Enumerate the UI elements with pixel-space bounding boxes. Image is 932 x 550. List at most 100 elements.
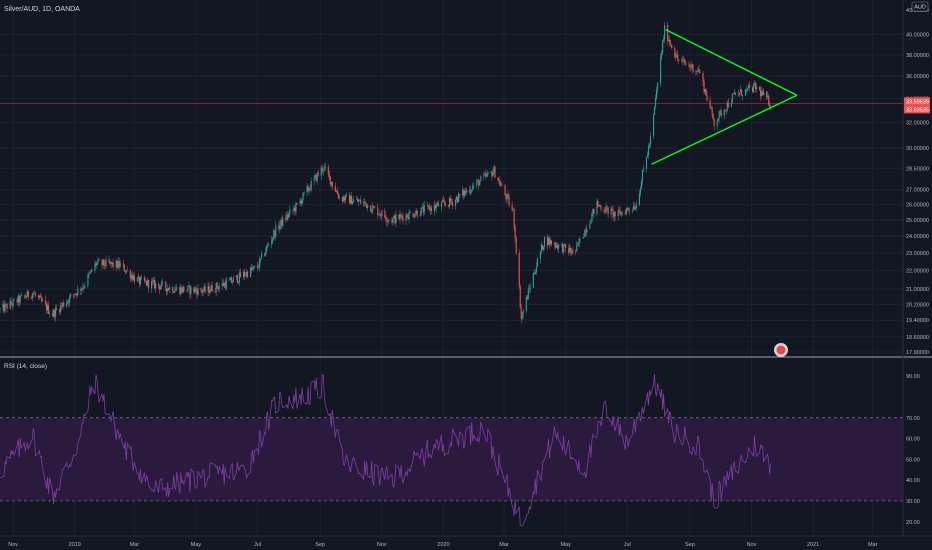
candle (761, 86, 763, 98)
candle (73, 293, 75, 299)
candle (698, 64, 700, 74)
candle (317, 169, 319, 177)
candle (308, 186, 310, 195)
candle (169, 284, 171, 294)
candle (137, 273, 139, 282)
candle (116, 260, 118, 269)
candle (401, 212, 403, 221)
candle (463, 188, 465, 200)
candle (614, 210, 616, 221)
candle (303, 191, 305, 196)
candle (259, 255, 261, 272)
candle (388, 218, 390, 225)
tradingview-logo[interactable] (774, 343, 788, 357)
candle (676, 51, 678, 59)
candle (365, 201, 367, 207)
candle (519, 284, 521, 309)
candle (521, 311, 523, 321)
time-tick-label: Mar (499, 542, 509, 548)
candle (668, 35, 670, 42)
price-tick-label: 30.00000 (906, 146, 929, 152)
triangle-upper-trendline[interactable] (665, 29, 798, 96)
candle (217, 285, 219, 293)
candle (455, 197, 457, 211)
price-tick-label: 23.00000 (906, 251, 929, 257)
candle (416, 209, 418, 219)
candle (449, 194, 452, 205)
candle (349, 195, 352, 205)
candle (632, 201, 634, 212)
candle (366, 203, 368, 209)
candle (681, 57, 683, 63)
candle (17, 293, 19, 307)
time-tick-label: Nov (377, 542, 387, 548)
candle (109, 259, 111, 266)
candle (379, 210, 381, 218)
candle (612, 205, 614, 222)
candle (726, 100, 728, 112)
rsi-tick-label: 30.00 (906, 499, 920, 505)
candle (174, 286, 176, 294)
candle (465, 187, 467, 197)
candle (522, 308, 524, 319)
candle (557, 242, 559, 252)
candle (345, 192, 348, 198)
candle (582, 237, 584, 239)
candle (160, 284, 162, 290)
candle (633, 202, 635, 210)
triangle-lower-trendline[interactable] (651, 94, 798, 165)
candle (617, 206, 619, 221)
candle (158, 283, 160, 290)
candle (6, 303, 8, 313)
candle (518, 249, 520, 289)
candle (202, 288, 204, 297)
candle (11, 302, 13, 311)
candle (642, 164, 645, 173)
candle (215, 282, 217, 297)
candle (691, 60, 693, 70)
candle (98, 258, 100, 261)
candle (747, 83, 750, 92)
candle (358, 198, 360, 206)
candle (351, 191, 353, 205)
candle (564, 242, 566, 247)
candle (61, 302, 63, 311)
candle (70, 292, 72, 299)
rsi-tick-label: 40.00 (906, 478, 920, 484)
candle (426, 201, 428, 210)
price-tick-label: 28.50000 (906, 166, 929, 172)
candle (671, 44, 673, 50)
candle (370, 205, 372, 213)
candle (434, 202, 436, 211)
candle (718, 110, 720, 124)
candle (341, 195, 344, 204)
candle (274, 229, 276, 240)
candle (176, 283, 178, 292)
rsi-label: RSI (14, close) (4, 363, 47, 370)
candle (626, 206, 628, 212)
candle (95, 261, 97, 267)
candle (540, 241, 542, 255)
candle (635, 201, 637, 212)
candle (244, 272, 247, 277)
candle (30, 295, 32, 300)
triangle-pattern[interactable] (651, 29, 798, 165)
candle (175, 284, 177, 292)
candle (140, 274, 143, 281)
candle (590, 218, 592, 224)
candle (258, 263, 260, 270)
candle (151, 278, 153, 293)
candle (360, 195, 362, 205)
candle (293, 205, 295, 213)
currency-badge[interactable]: AUD (911, 1, 929, 12)
candle (466, 187, 468, 195)
candle (748, 80, 751, 91)
candle (675, 53, 677, 62)
time-tick-label: Sep (315, 542, 325, 548)
candle (719, 109, 721, 116)
candle (393, 214, 395, 219)
candle (12, 297, 14, 308)
candle (117, 257, 119, 270)
candle (193, 286, 195, 294)
